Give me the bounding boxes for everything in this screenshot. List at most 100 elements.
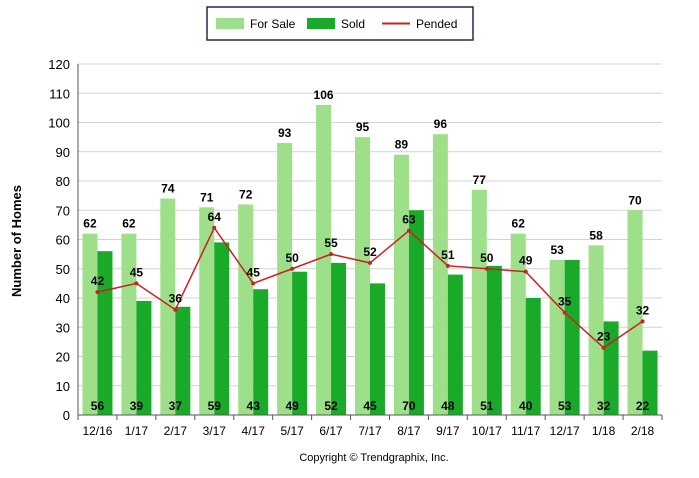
label-sold-6-17: 52 — [324, 399, 338, 413]
point-pended-12-17 — [562, 310, 567, 315]
bar-sold-12-16 — [97, 251, 113, 415]
point-pended-11-17 — [523, 269, 528, 274]
point-pended-2-17 — [173, 307, 178, 312]
bar-for-sale-12-17 — [549, 259, 565, 415]
legend-box — [206, 6, 474, 41]
label-sold-12-16: 56 — [91, 399, 105, 413]
label-pended-8-17: 63 — [402, 213, 416, 227]
bar-sold-8-17 — [408, 210, 424, 415]
label-pended-4-17: 45 — [247, 265, 261, 279]
legend-label-pended: Pended — [416, 17, 457, 31]
label-pended-12-16: 42 — [91, 274, 105, 288]
label-for-sale-12-16: 62 — [83, 217, 97, 231]
x-tick-label-1-17: 1/17 — [125, 424, 149, 438]
copyright-text: Copyright © Trendgraphix, Inc. — [299, 452, 448, 464]
point-pended-6-17 — [329, 252, 334, 257]
bar-for-sale-10-17 — [471, 189, 487, 415]
legend: For Sale Sold Pended — [206, 6, 474, 41]
bar-sold-2-18 — [642, 350, 658, 415]
y-tick-label-70: 70 — [56, 203, 70, 218]
bar-sold-12-17 — [564, 259, 580, 415]
y-tick-label-120: 120 — [48, 57, 70, 72]
x-tick-label-4-17: 4/17 — [242, 424, 266, 438]
x-tick-label-2-18: 2/18 — [631, 424, 655, 438]
point-pended-1-17 — [134, 281, 139, 286]
label-sold-1-17: 39 — [130, 399, 144, 413]
bar-sold-9-17 — [447, 274, 463, 415]
label-sold-12-17: 53 — [558, 399, 572, 413]
label-for-sale-11-17: 62 — [512, 217, 526, 231]
label-pended-6-17: 55 — [324, 236, 338, 250]
label-sold-8-17: 70 — [402, 399, 416, 413]
bar-for-sale-6-17 — [316, 104, 332, 415]
y-tick-label-110: 110 — [49, 86, 70, 101]
x-tick-label-12-17: 12/17 — [550, 424, 580, 438]
label-for-sale-7-17: 95 — [356, 120, 370, 134]
bar-sold-4-17 — [253, 289, 269, 415]
label-pended-3-17: 64 — [208, 210, 222, 224]
point-pended-3-17 — [212, 225, 217, 230]
label-for-sale-6-17: 106 — [314, 88, 334, 102]
bar-for-sale-4-17 — [238, 204, 254, 415]
label-pended-10-17: 50 — [480, 251, 494, 265]
legend-label-sold: Sold — [341, 17, 365, 31]
label-for-sale-1-17: 62 — [122, 217, 136, 231]
point-pended-10-17 — [484, 266, 489, 271]
bar-for-sale-5-17 — [277, 142, 293, 415]
line-layer — [95, 225, 645, 350]
x-tick-label-2-17: 2/17 — [164, 424, 188, 438]
label-sold-2-17: 37 — [169, 399, 183, 413]
point-pended-1-18 — [601, 345, 606, 350]
legend-swatch-sold — [307, 18, 335, 29]
label-for-sale-3-17: 71 — [200, 190, 214, 204]
bar-sold-3-17 — [214, 242, 230, 415]
axes-layer: 0 10 20 30 40 50 60 70 80 90 100 110 120 12/16 1/17 2/1… — [48, 57, 663, 438]
point-pended-2-18 — [640, 319, 645, 324]
label-pended-5-17: 50 — [285, 251, 299, 265]
x-tick-label-10-17: 10/17 — [472, 424, 502, 438]
bar-for-sale-12-16 — [82, 233, 98, 415]
label-pended-2-17: 36 — [169, 292, 183, 306]
label-sold-1-18: 32 — [597, 399, 611, 413]
x-tick-label-8-17: 8/17 — [397, 424, 421, 438]
label-sold-9-17: 48 — [441, 399, 455, 413]
label-pended-12-17: 35 — [558, 295, 572, 309]
bar-for-sale-2-17 — [160, 198, 176, 415]
label-for-sale-8-17: 89 — [395, 138, 409, 152]
bar-for-sale-11-17 — [510, 233, 526, 415]
bars-layer — [82, 104, 658, 416]
label-sold-3-17: 59 — [208, 399, 222, 413]
y-tick-label-0: 0 — [63, 408, 70, 423]
y-tick-label-10: 10 — [56, 379, 70, 394]
bar-for-sale-1-18 — [588, 245, 604, 415]
y-tick-label-40: 40 — [56, 291, 70, 306]
labels-layer: 62 56 62 39 74 37 71 59 72 43 93 49 106 52 95 45 89 70 96 4… — [83, 88, 649, 413]
label-for-sale-4-17: 72 — [239, 187, 253, 201]
bar-for-sale-3-17 — [199, 207, 215, 415]
label-pended-9-17: 51 — [441, 248, 455, 262]
label-for-sale-9-17: 96 — [434, 117, 448, 131]
x-tick-label-9-17: 9/17 — [436, 424, 460, 438]
label-for-sale-2-18: 70 — [628, 193, 642, 207]
bar-for-sale-1-17 — [121, 233, 137, 415]
point-pended-9-17 — [445, 263, 450, 268]
label-pended-11-17: 49 — [519, 254, 533, 268]
label-pended-2-18: 32 — [636, 303, 650, 317]
y-tick-label-50: 50 — [56, 262, 70, 277]
bar-sold-2-17 — [175, 306, 191, 415]
label-for-sale-2-17: 74 — [161, 182, 175, 196]
legend-label-for-sale: For Sale — [250, 17, 296, 31]
bar-for-sale-7-17 — [355, 137, 370, 415]
bar-sold-1-17 — [136, 300, 152, 415]
label-for-sale-12-17: 53 — [550, 243, 564, 257]
bar-sold-10-17 — [486, 265, 502, 415]
x-tick-label-12-16: 12/16 — [82, 424, 112, 438]
bar-for-sale-9-17 — [432, 134, 448, 415]
y-tick-label-100: 100 — [48, 116, 70, 131]
label-sold-2-18: 22 — [636, 399, 650, 413]
y-tick-label-90: 90 — [56, 145, 70, 160]
bar-sold-6-17 — [331, 262, 347, 415]
label-for-sale-10-17: 77 — [473, 173, 487, 187]
label-pended-1-18: 23 — [597, 330, 611, 344]
